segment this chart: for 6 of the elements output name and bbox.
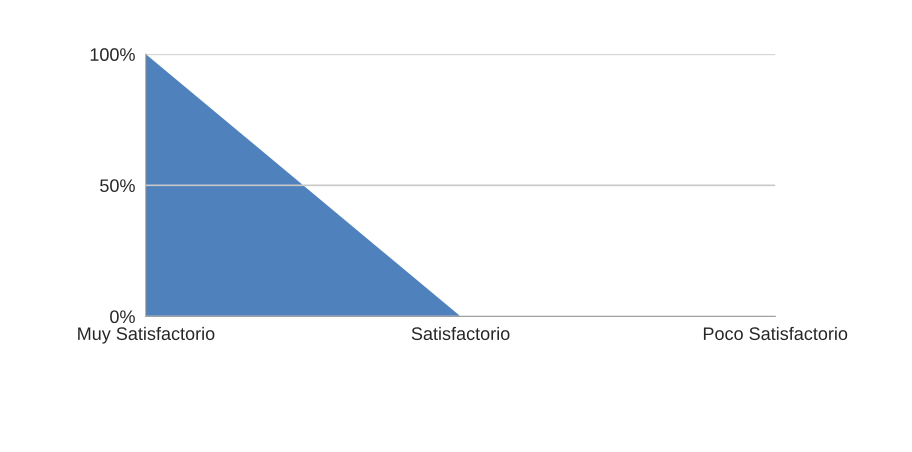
x-tick-label: Muy Satisfactorio	[78, 326, 214, 344]
y-tick-label: 0%	[110, 310, 135, 324]
y-tick-label: 100%	[90, 48, 135, 61]
x-tick-label: Satisfactorio	[412, 326, 510, 340]
x-tick-label: Poco Satisfactorio	[704, 326, 848, 340]
y-tick-label: 50%	[100, 179, 135, 192]
